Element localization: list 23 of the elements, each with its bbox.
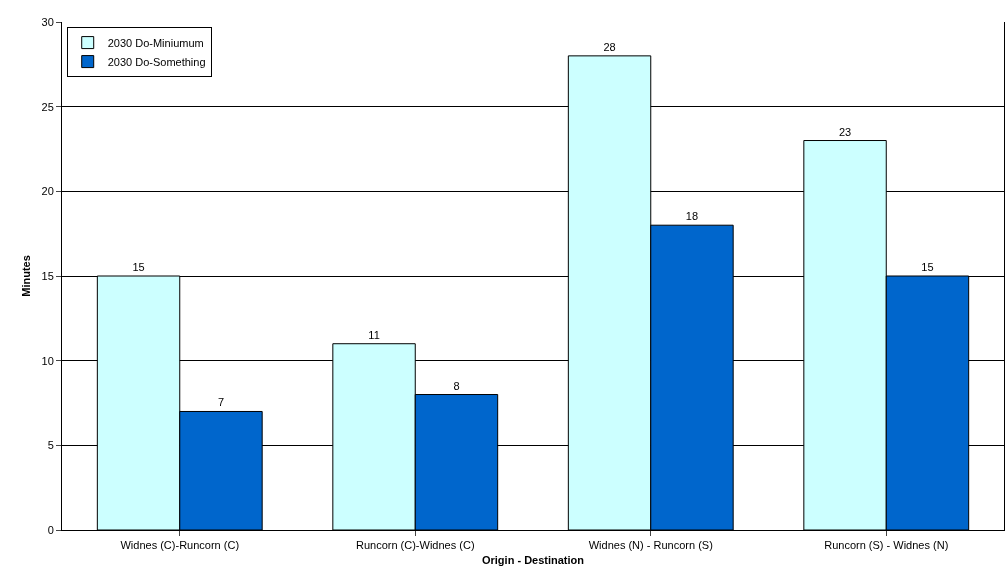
x-tick-label: Runcorn (S) - Widnes (N) <box>824 539 949 552</box>
y-tick-label: 15 <box>41 269 54 282</box>
data-label: 28 <box>603 40 616 53</box>
y-tick-label: 25 <box>41 100 54 113</box>
y-tick-label: 30 <box>41 15 54 28</box>
x-tick-label: Widnes (C)-Runcorn (C) <box>120 539 240 552</box>
legend-label: 2030 Do-Miniumum <box>107 36 204 49</box>
data-label: 15 <box>132 261 145 273</box>
y-tick-label: 5 <box>47 439 54 452</box>
x-tick-label: Runcorn (C)-Widnes (C) <box>355 539 475 552</box>
x-axis-title: Origin - Destination <box>481 554 585 567</box>
data-label: 11 <box>368 328 380 341</box>
y-tick-label: 0 <box>47 523 54 536</box>
data-label: 23 <box>838 125 852 138</box>
data-label: 15 <box>921 261 934 273</box>
x-tick-label: Widnes (N) - Runcorn (S) <box>588 539 713 552</box>
data-label: 7 <box>217 396 225 409</box>
legend-label: 2030 Do-Something <box>107 55 206 68</box>
y-axis-title: Minutes <box>20 255 32 297</box>
y-tick-label: 20 <box>41 185 54 198</box>
y-tick-label: 10 <box>41 354 54 367</box>
data-label: 18 <box>685 210 699 223</box>
data-label: 8 <box>453 379 460 392</box>
